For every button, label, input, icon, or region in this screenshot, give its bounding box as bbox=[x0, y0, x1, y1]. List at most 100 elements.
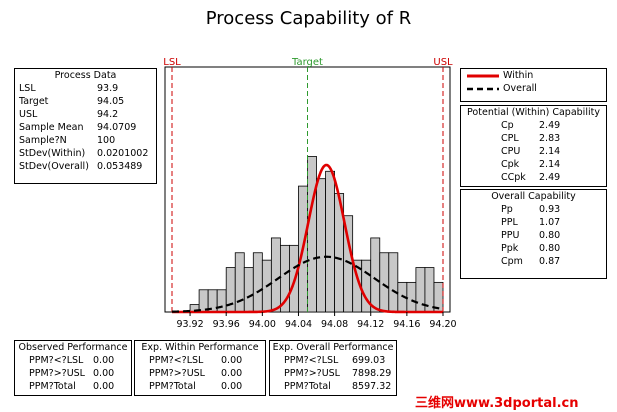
stat-row: USL 94.2 bbox=[15, 108, 156, 121]
stat-row: PPM?Total 0.00 bbox=[135, 380, 265, 393]
stat-row: PPM?>?USL 7898.29 bbox=[270, 367, 396, 380]
stat-label: Target bbox=[19, 96, 49, 107]
stat-label: PPM?<?LSL bbox=[149, 355, 204, 366]
stat-value: 0.00 bbox=[221, 381, 243, 392]
stat-value: 0.87 bbox=[539, 256, 561, 267]
stat-value: 0.0201002 bbox=[97, 148, 149, 159]
stat-value: 0.00 bbox=[93, 381, 115, 392]
stat-value: 0.80 bbox=[539, 243, 561, 254]
histogram-bar bbox=[270, 237, 281, 313]
stat-label: PPM?Total bbox=[149, 381, 196, 392]
stat-value: 2.14 bbox=[539, 146, 561, 157]
stat-label: Cp bbox=[501, 120, 514, 131]
stat-row: PPM?<?LSL 699.03 bbox=[270, 354, 396, 367]
stat-label: CPL bbox=[501, 133, 519, 144]
spec-label-usl: USL bbox=[433, 57, 453, 68]
stat-label: LSL bbox=[19, 83, 36, 94]
stat-label: StDev(Overall) bbox=[19, 161, 89, 172]
stat-value: 100 bbox=[97, 135, 116, 146]
stat-label: Cpk bbox=[501, 159, 520, 170]
stat-row: PPL 1.07 bbox=[461, 216, 606, 229]
observed-performance-box: Observed Performance PPM?<?LSL 0.00 PPM?>?… bbox=[14, 340, 132, 396]
legend: Within Overall bbox=[460, 68, 607, 102]
stat-label: Ppk bbox=[501, 243, 519, 254]
histogram-bar bbox=[243, 267, 254, 313]
legend-within-label: Within bbox=[503, 70, 534, 81]
stat-label: Sample Mean bbox=[19, 122, 84, 133]
stat-row: PPM?<?LSL 0.00 bbox=[135, 354, 265, 367]
overall-capability-header: Overall Capability bbox=[491, 191, 576, 202]
stat-value: 1.07 bbox=[539, 217, 561, 228]
exp-overall-performance-rows: PPM?<?LSL 699.03 PPM?>?USL 7898.29 PPM?Total… bbox=[270, 354, 396, 393]
stat-label: Cpm bbox=[501, 256, 523, 267]
x-tick-label: 94.20 bbox=[429, 319, 456, 330]
stat-label: CPU bbox=[501, 146, 521, 157]
stat-value: 0.93 bbox=[539, 204, 561, 215]
spec-label-target: Target bbox=[291, 57, 323, 68]
legend-within: Within bbox=[461, 69, 606, 82]
process-data-rows: LSL 93.9 Target 94.05 USL 94.2 Sample Mean 94.0… bbox=[15, 82, 156, 173]
overall-capability-rows: Pp 0.93 PPL 1.07 PPU 0.80 Ppk 0.80 Cpm 0.87 bbox=[461, 203, 606, 268]
stat-label: USL bbox=[19, 109, 38, 120]
stat-row: PPM?Total 0.00 bbox=[15, 380, 131, 393]
stat-row: PPM?>?USL 0.00 bbox=[15, 367, 131, 380]
x-tick-label: 93.92 bbox=[176, 319, 203, 330]
stat-value: 0.80 bbox=[539, 230, 561, 241]
overall-line-swatch bbox=[467, 87, 499, 91]
x-tick-label: 93.96 bbox=[213, 319, 240, 330]
stat-value: 2.49 bbox=[539, 120, 561, 131]
stat-row: PPM?<?LSL 0.00 bbox=[15, 354, 131, 367]
stat-row: Sample?N 100 bbox=[15, 134, 156, 147]
stat-value: 2.14 bbox=[539, 159, 561, 170]
curve-overall bbox=[171, 255, 444, 313]
x-tick-label: 94.04 bbox=[285, 319, 312, 330]
watermark: 三维网www.3dportal.cn bbox=[415, 396, 579, 411]
stat-label: PPM?Total bbox=[284, 381, 331, 392]
stat-row: Sample Mean 94.0709 bbox=[15, 121, 156, 134]
stat-row: PPU 0.80 bbox=[461, 229, 606, 242]
stat-row: CPL 2.83 bbox=[461, 132, 606, 145]
stat-value: 7898.29 bbox=[352, 368, 392, 379]
stat-value: 0.00 bbox=[221, 368, 243, 379]
stat-label: StDev(Within) bbox=[19, 148, 86, 159]
stat-label: Sample?N bbox=[19, 135, 67, 146]
histogram-bar bbox=[252, 252, 263, 313]
x-tick-label: 94.08 bbox=[321, 319, 348, 330]
stat-value: 0.00 bbox=[221, 355, 243, 366]
stat-row: Cpm 0.87 bbox=[461, 255, 606, 268]
x-tick-label: 94.12 bbox=[357, 319, 384, 330]
curve-within bbox=[172, 163, 443, 314]
x-tick-label: 94.00 bbox=[249, 319, 276, 330]
stat-value: 94.2 bbox=[97, 109, 119, 120]
process-data-header: Process Data bbox=[54, 70, 117, 81]
stat-value: 2.83 bbox=[539, 133, 561, 144]
stat-label: Pp bbox=[501, 204, 513, 215]
legend-overall-label: Overall bbox=[503, 83, 537, 94]
stat-value: 0.00 bbox=[93, 355, 115, 366]
overall-capability-box: Overall Capability Pp 0.93 PPL 1.07 PPU 0.80 P… bbox=[460, 189, 607, 279]
stat-row: StDev(Within) 0.0201002 bbox=[15, 147, 156, 160]
stat-value: 0.053489 bbox=[97, 161, 143, 172]
stat-label: PPM?>?USL bbox=[149, 368, 205, 379]
exp-within-performance-header: Exp. Within Performance bbox=[141, 342, 259, 353]
stat-label: PPU bbox=[501, 230, 520, 241]
stat-label: CCpk bbox=[501, 172, 526, 183]
stat-label: PPM?>?USL bbox=[284, 368, 340, 379]
stat-row: LSL 93.9 bbox=[15, 82, 156, 95]
exp-overall-performance-box: Exp. Overall Performance PPM?<?LSL 699.03… bbox=[269, 340, 397, 396]
stat-value: 699.03 bbox=[352, 355, 386, 366]
spec-label-lsl: LSL bbox=[163, 57, 181, 68]
within-line-swatch bbox=[467, 74, 499, 78]
histogram-bar bbox=[316, 178, 326, 313]
potential-capability-box: Potential (Within) Capability Cp 2.49 CPL 2… bbox=[460, 105, 607, 187]
histogram-bar bbox=[388, 252, 399, 313]
stat-value: 8597.32 bbox=[352, 381, 392, 392]
stat-row: Pp 0.93 bbox=[461, 203, 606, 216]
stat-label: PPM?>?USL bbox=[29, 368, 85, 379]
stat-row: CPU 2.14 bbox=[461, 145, 606, 158]
stat-row: StDev(Overall) 0.053489 bbox=[15, 160, 156, 173]
x-tick-label: 94.16 bbox=[393, 319, 420, 330]
histogram-bar bbox=[406, 281, 417, 313]
